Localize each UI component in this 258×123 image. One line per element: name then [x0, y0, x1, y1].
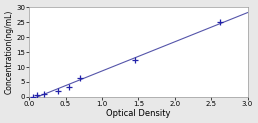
X-axis label: Optical Density: Optical Density	[106, 109, 171, 118]
Y-axis label: Concentration(ng/mL): Concentration(ng/mL)	[5, 10, 14, 94]
